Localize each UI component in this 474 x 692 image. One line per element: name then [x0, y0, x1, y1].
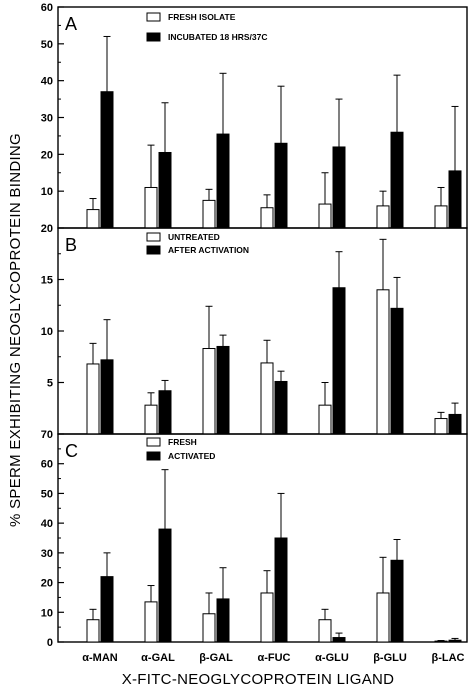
panel-c: 0 10 20 30 40 50 60 70 C FRESH ACTIVATED — [41, 429, 468, 649]
bar — [448, 170, 462, 229]
panel-label: A — [65, 14, 77, 34]
bar — [144, 404, 158, 435]
legend-swatch — [146, 245, 161, 255]
y-tick-label: 20 — [41, 223, 53, 235]
y-tick-label: 40 — [41, 518, 53, 530]
legend-swatch — [146, 32, 161, 42]
panel-b: 5 10 15 20 B UNTREATED AFTER ACTIVATION — [41, 223, 468, 435]
bar — [216, 133, 230, 229]
category-label: β-GAL — [199, 652, 233, 664]
bar — [376, 205, 390, 229]
bar — [274, 142, 288, 229]
bar — [318, 203, 332, 229]
bar — [318, 619, 332, 643]
panel-a: 10 20 30 40 50 60 A FRESH ISOLATE INCUBATED 18 H… — [41, 2, 468, 229]
y-tick-label: 5 — [47, 378, 53, 390]
legend-label: FRESH ISOLATE — [168, 12, 236, 22]
category-label: α-FUC — [257, 652, 290, 664]
legend-label: FRESH — [168, 437, 197, 447]
bar — [332, 146, 346, 229]
bar — [448, 413, 462, 435]
bar — [100, 91, 114, 229]
bar — [448, 639, 462, 643]
bar — [86, 209, 100, 229]
y-tick-label: 30 — [41, 548, 53, 560]
y-axis-label: % SPERM EXHIBITING NEOGLYCOPROTEIN BINDI… — [7, 133, 24, 527]
legend-swatch — [146, 437, 161, 447]
bar — [274, 380, 288, 435]
legend-label: AFTER ACTIVATION — [168, 245, 249, 255]
bar — [100, 359, 114, 435]
y-tick-label: 10 — [41, 186, 53, 198]
y-tick-label: 20 — [41, 578, 53, 590]
bar — [434, 205, 448, 229]
y-tick-label: 60 — [41, 2, 53, 14]
bar — [202, 613, 216, 643]
bar — [332, 637, 346, 643]
bar — [332, 287, 346, 435]
category-label: β-GLU — [373, 652, 407, 664]
bar — [216, 598, 230, 643]
y-tick-label: 10 — [41, 607, 53, 619]
bar — [318, 404, 332, 435]
legend-swatch — [146, 12, 161, 22]
bar — [434, 418, 448, 435]
bar — [158, 528, 172, 643]
category-label: β-LAC — [432, 652, 465, 664]
panel-label: B — [65, 235, 77, 255]
y-tick-label: 70 — [41, 429, 53, 441]
bar — [202, 199, 216, 229]
legend: FRESH ACTIVATED — [146, 437, 215, 461]
bar — [434, 640, 448, 643]
bar — [260, 362, 274, 435]
category-label: α-GLU — [315, 652, 349, 664]
category-label: α-GAL — [141, 652, 175, 664]
legend: FRESH ISOLATE INCUBATED 18 HRS/37C — [146, 12, 268, 42]
y-tick-label: 0 — [47, 637, 53, 649]
bar — [260, 592, 274, 643]
bar — [144, 601, 158, 643]
y-tick-label: 60 — [41, 459, 53, 471]
x-axis-label: X-FITC-NEOGLYCOPROTEIN LIGAND — [122, 671, 395, 688]
legend-label: INCUBATED 18 HRS/37C — [168, 32, 268, 42]
bar — [216, 345, 230, 435]
y-tick-label: 50 — [41, 39, 53, 51]
y-tick-label: 15 — [41, 275, 53, 287]
bar — [260, 207, 274, 229]
bar — [202, 348, 216, 435]
bar — [390, 559, 404, 643]
legend-label: ACTIVATED — [168, 451, 215, 461]
bar — [390, 307, 404, 435]
bar — [376, 289, 390, 435]
legend-swatch — [146, 232, 161, 242]
panel-label: C — [65, 441, 78, 461]
bar — [376, 592, 390, 643]
y-tick-label: 20 — [41, 149, 53, 161]
bar — [86, 363, 100, 435]
legend: UNTREATED AFTER ACTIVATION — [146, 232, 249, 255]
bar — [158, 390, 172, 435]
legend-label: UNTREATED — [168, 232, 220, 242]
y-tick-label: 50 — [41, 488, 53, 500]
category-labels: α-MAN α-GAL β-GAL α-FUC α-GLU β-GLU β-LAC — [82, 652, 464, 664]
bar — [390, 131, 404, 229]
y-tick-label: 30 — [41, 113, 53, 125]
bar — [274, 537, 288, 643]
legend-swatch — [146, 451, 161, 461]
y-tick-label: 10 — [41, 326, 53, 338]
bar — [100, 576, 114, 643]
category-label: α-MAN — [82, 652, 118, 664]
bar — [86, 619, 100, 643]
bar — [158, 151, 172, 229]
y-tick-label: 40 — [41, 76, 53, 88]
bar — [144, 186, 158, 229]
